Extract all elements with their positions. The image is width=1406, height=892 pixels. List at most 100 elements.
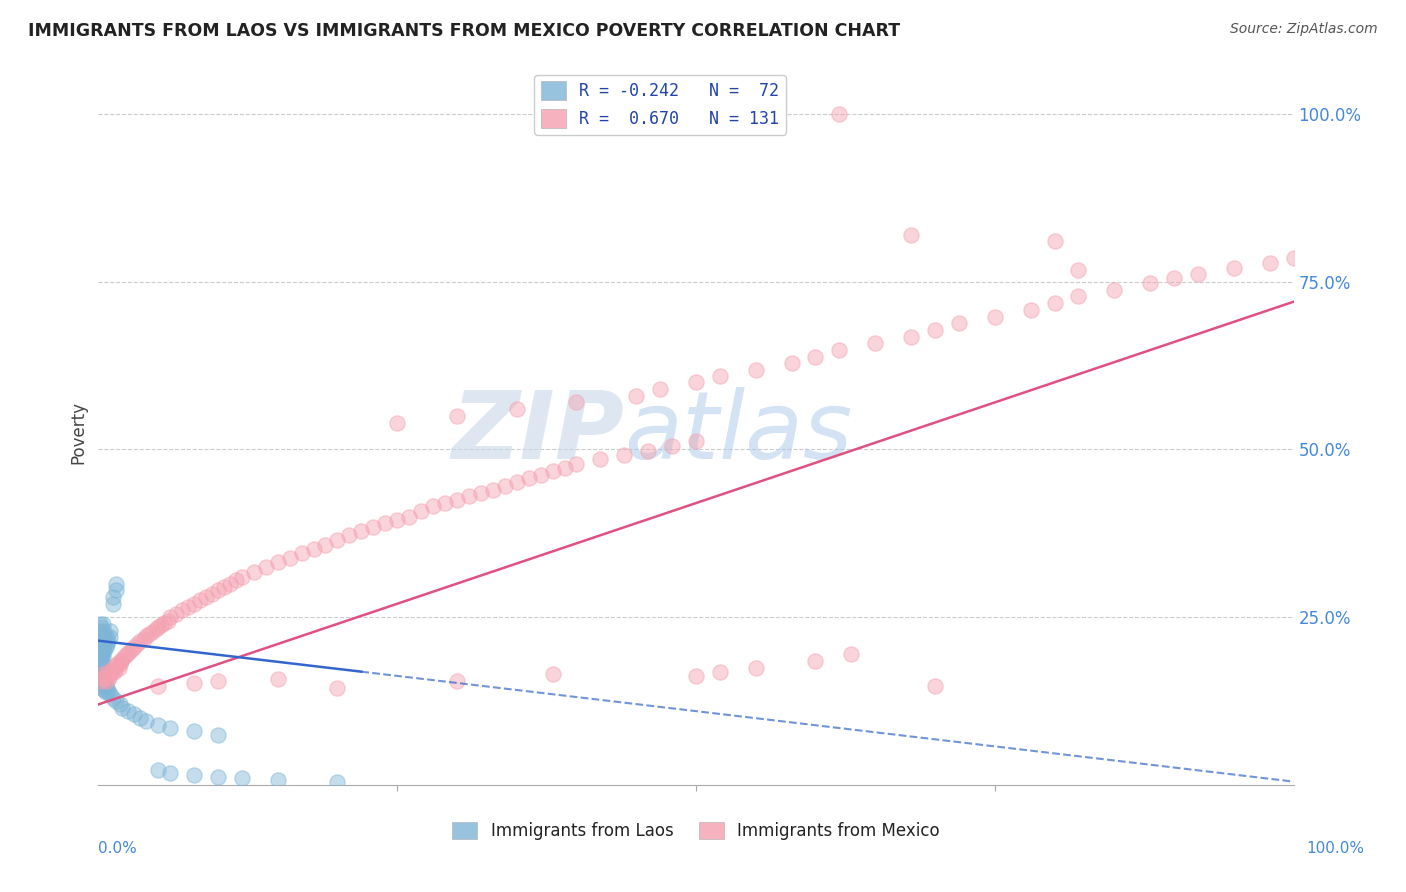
Point [398, 509, 420, 524]
Point [91, 637, 114, 651]
Text: 100.0%: 100.0% [1306, 841, 1364, 856]
Point [648, 382, 672, 396]
Point [302, 541, 325, 556]
Point [129, 633, 152, 648]
Point [326, 533, 349, 547]
Point [530, 467, 553, 482]
Point [111, 700, 134, 714]
Point [1019, 302, 1042, 317]
Point [107, 660, 129, 674]
Point [254, 559, 277, 574]
Point [103, 665, 125, 680]
Point [101, 597, 124, 611]
Point [207, 728, 229, 742]
Point [108, 657, 131, 672]
Point [91, 679, 114, 693]
Point [924, 323, 946, 337]
Point [98, 687, 122, 701]
Point [470, 486, 492, 500]
Point [89, 640, 111, 655]
Point [89, 647, 111, 661]
Point [91, 654, 114, 668]
Point [165, 607, 187, 621]
Point [780, 357, 803, 371]
Point [804, 654, 827, 668]
Text: ZIP: ZIP [451, 386, 624, 479]
Point [685, 669, 707, 683]
Point [948, 316, 970, 330]
Point [98, 624, 122, 638]
Point [90, 667, 112, 681]
Point [96, 630, 118, 644]
Point [207, 770, 229, 784]
Point [589, 452, 612, 467]
Point [97, 684, 120, 698]
Point [93, 682, 115, 697]
Point [149, 618, 172, 632]
Point [91, 657, 114, 672]
Point [661, 439, 683, 453]
Point [1067, 289, 1090, 303]
Point [135, 629, 157, 643]
Point [434, 496, 457, 510]
Point [626, 389, 648, 403]
Point [100, 664, 122, 678]
Point [385, 513, 409, 527]
Point [89, 677, 111, 691]
Point [177, 600, 200, 615]
Point [94, 669, 117, 683]
Point [93, 637, 115, 651]
Point [101, 590, 124, 604]
Point [159, 765, 181, 780]
Point [93, 672, 115, 686]
Point [159, 721, 181, 735]
Point [267, 555, 290, 569]
Point [96, 681, 118, 695]
Point [93, 644, 115, 658]
Point [411, 504, 433, 518]
Point [148, 717, 170, 731]
Point [1043, 235, 1066, 249]
Point [745, 660, 768, 674]
Point [141, 624, 163, 639]
Point [865, 336, 887, 351]
Point [98, 667, 122, 681]
Point [101, 660, 124, 674]
Point [541, 667, 564, 681]
Point [138, 627, 160, 641]
Point [105, 576, 128, 591]
Point [107, 656, 129, 670]
Point [613, 448, 636, 462]
Point [89, 616, 111, 631]
Point [1104, 283, 1126, 297]
Point [207, 673, 229, 688]
Point [91, 627, 114, 641]
Point [172, 603, 194, 617]
Point [637, 443, 659, 458]
Point [105, 658, 128, 673]
Point [96, 637, 118, 651]
Point [267, 772, 290, 787]
Point [207, 583, 229, 598]
Point [1139, 276, 1161, 290]
Point [841, 647, 863, 661]
Point [90, 650, 112, 665]
Point [709, 665, 731, 680]
Point [93, 630, 115, 644]
Point [243, 565, 266, 579]
Point [90, 620, 112, 634]
Point [89, 654, 111, 668]
Point [804, 350, 827, 364]
Point [124, 640, 146, 655]
Point [148, 679, 170, 693]
Point [91, 650, 114, 665]
Point [91, 664, 114, 678]
Point [91, 647, 114, 661]
Point [446, 409, 468, 423]
Point [153, 615, 176, 630]
Point [1187, 267, 1209, 281]
Point [745, 363, 768, 377]
Point [114, 649, 136, 664]
Point [231, 570, 253, 584]
Point [90, 673, 112, 688]
